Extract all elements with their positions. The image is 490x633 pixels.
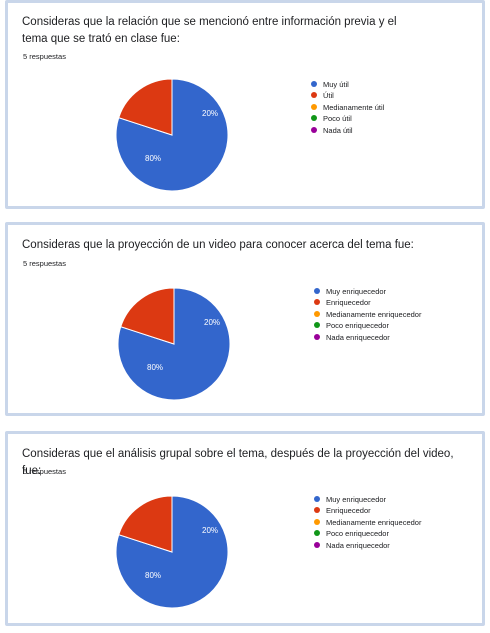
legend-label: Poco enriquecedor [326, 529, 389, 539]
question-card-3: Consideras que el análisis grupal sobre … [5, 431, 485, 626]
legend-label: Medianamente enriquecedor [326, 309, 422, 319]
legend-item[interactable]: Enriquecedor [314, 505, 421, 516]
question-title: Consideras que el análisis grupal sobre … [22, 448, 454, 477]
legend-item[interactable]: Nada enriquecedor [314, 540, 421, 551]
legend: Muy útil Útil Medianamente útil Poco úti… [311, 79, 384, 136]
legend-item[interactable]: Medianamente enriquecedor [314, 309, 421, 320]
legend-item[interactable]: Poco útil [311, 113, 384, 124]
legend-label: Nada enriquecedor [326, 540, 390, 550]
pie-slice-útil[interactable] [118, 78, 173, 136]
legend-dot [314, 541, 320, 548]
question-card-1: Consideras que la relación que se mencio… [5, 0, 485, 209]
pie-slice-muy-enriquecedor[interactable] [115, 495, 229, 609]
question-title: Consideras que la proyección de un video… [22, 239, 414, 251]
legend-label: Nada útil [323, 125, 353, 135]
legend-item[interactable]: Poco enriquecedor [314, 528, 421, 539]
slice-label-enriquecedor: 20% [204, 318, 220, 327]
legend-label: Enriquecedor [326, 506, 371, 516]
response-count: 5 respuestas [23, 467, 66, 476]
legend-dot [314, 507, 320, 514]
legend-label: Medianamente enriquecedor [326, 517, 422, 527]
legend-dot [314, 310, 320, 317]
legend: Muy enriquecedor Enriquecedor Medianamen… [314, 494, 421, 551]
legend-label: Poco enriquecedor [326, 321, 389, 331]
pie-slices [115, 78, 229, 192]
legend-item[interactable]: Enriquecedor [314, 297, 421, 308]
slice-label-util: 20% [202, 109, 218, 118]
pie-slice-muy-enriquecedor[interactable] [117, 287, 231, 401]
legend-item[interactable]: Poco enriquecedor [314, 320, 421, 331]
legend-dot [314, 288, 320, 295]
legend-label: Muy enriquecedor [326, 495, 387, 504]
legend-dot [311, 92, 317, 99]
response-count: 5 respuestas [23, 52, 66, 61]
slice-label-enriquecedor: 20% [202, 526, 218, 535]
legend-label: Nada enriquecedor [326, 332, 390, 342]
legend-item[interactable]: Muy útil [311, 79, 384, 90]
legend-dot [314, 299, 320, 306]
legend-dot [311, 81, 317, 88]
pie-slice-muy-útil[interactable] [115, 78, 229, 192]
legend: Muy enriquecedor Enriquecedor Medianamen… [314, 286, 421, 343]
legend-dot [314, 518, 320, 525]
question-title: Consideras que la relación que se mencio… [22, 16, 397, 45]
legend-item[interactable]: Medianamente enriquecedor [314, 517, 421, 528]
legend-label: Muy útil [323, 80, 349, 89]
pie-chart: 80% 20% [115, 495, 229, 609]
slice-label-muy-enriquecedor: 80% [145, 571, 161, 580]
slice-label-muy-util: 80% [145, 154, 161, 163]
legend-label: Poco útil [323, 114, 352, 124]
legend-item[interactable]: Nada útil [311, 125, 384, 136]
legend-dot [311, 103, 317, 110]
legend-label: Útil [323, 91, 334, 101]
pie-chart: 80% 20% [115, 78, 229, 192]
pie-slices [117, 287, 231, 401]
response-count: 5 respuestas [23, 259, 66, 268]
legend-dot [314, 496, 320, 503]
legend-label: Enriquecedor [326, 298, 371, 308]
legend-dot [314, 322, 320, 329]
legend-item[interactable]: Medianamente útil [311, 102, 384, 113]
legend-dot [311, 115, 317, 122]
legend-item[interactable]: Muy enriquecedor [314, 494, 421, 505]
legend-item[interactable]: Muy enriquecedor [314, 286, 421, 297]
legend-dot [314, 530, 320, 537]
legend-dot [314, 333, 320, 340]
question-card-2: Consideras que la proyección de un video… [5, 222, 485, 416]
legend-label: Medianamente útil [323, 102, 385, 112]
legend-label: Muy enriquecedor [326, 287, 387, 296]
legend-dot [311, 126, 317, 133]
pie-slice-enriquecedor[interactable] [120, 287, 175, 345]
legend-item[interactable]: Nada enriquecedor [314, 332, 421, 343]
slice-label-muy-enriquecedor: 80% [147, 363, 163, 372]
pie-slice-enriquecedor[interactable] [118, 495, 173, 553]
pie-slices [115, 495, 229, 609]
pie-chart: 80% 20% [117, 287, 231, 401]
legend-item[interactable]: Útil [311, 90, 384, 101]
